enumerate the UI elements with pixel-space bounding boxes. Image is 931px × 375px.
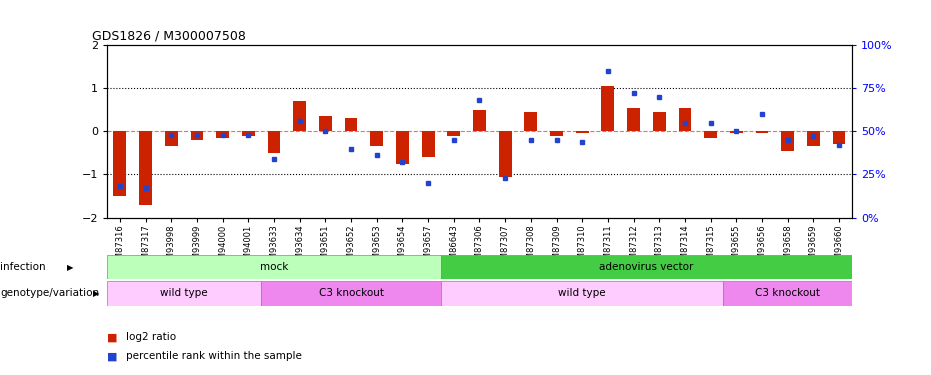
Bar <box>627 108 640 131</box>
Bar <box>267 131 280 153</box>
Bar <box>319 116 331 131</box>
Bar <box>139 131 152 205</box>
Bar <box>242 131 255 136</box>
Bar <box>807 131 820 146</box>
Bar <box>756 131 768 134</box>
Bar <box>371 131 384 146</box>
Bar <box>704 131 717 138</box>
Text: ▶: ▶ <box>93 289 100 298</box>
Bar <box>396 131 409 164</box>
Text: percentile rank within the sample: percentile rank within the sample <box>126 351 302 361</box>
Bar <box>448 131 460 136</box>
Text: genotype/variation: genotype/variation <box>0 288 99 298</box>
Bar <box>575 131 588 134</box>
Text: ▶: ▶ <box>67 263 74 272</box>
Bar <box>344 118 358 131</box>
Bar <box>832 131 845 144</box>
Text: adenovirus vector: adenovirus vector <box>600 262 694 272</box>
Bar <box>441 281 723 306</box>
Bar <box>723 281 852 306</box>
Bar <box>191 131 203 140</box>
Bar <box>550 131 563 136</box>
Text: wild type: wild type <box>559 288 606 298</box>
Text: C3 knockout: C3 knockout <box>755 288 820 298</box>
Bar <box>524 112 537 131</box>
Bar <box>473 110 486 131</box>
Bar <box>653 112 666 131</box>
Bar <box>679 108 692 131</box>
Text: GDS1826 / M300007508: GDS1826 / M300007508 <box>92 30 246 42</box>
Bar <box>107 255 441 279</box>
Bar <box>293 101 306 131</box>
Bar <box>165 131 178 146</box>
Text: C3 knockout: C3 knockout <box>318 288 384 298</box>
Bar <box>262 281 441 306</box>
Text: ■: ■ <box>107 333 117 342</box>
Bar <box>114 131 127 196</box>
Bar <box>216 131 229 138</box>
Bar <box>107 281 262 306</box>
Bar <box>601 86 614 131</box>
Text: wild type: wild type <box>160 288 208 298</box>
Bar <box>422 131 435 157</box>
Bar <box>730 131 743 134</box>
Bar <box>499 131 511 177</box>
Text: log2 ratio: log2 ratio <box>126 333 176 342</box>
Bar <box>781 131 794 151</box>
Bar <box>441 255 852 279</box>
Text: ■: ■ <box>107 351 117 361</box>
Text: mock: mock <box>260 262 289 272</box>
Text: infection: infection <box>0 262 46 272</box>
